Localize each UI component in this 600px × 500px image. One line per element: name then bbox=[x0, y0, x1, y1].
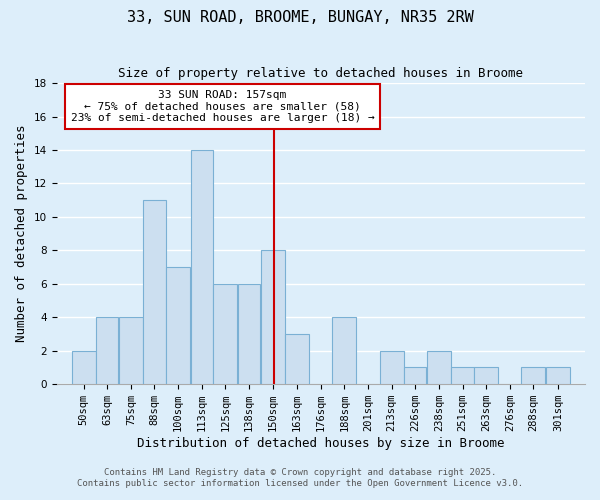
Text: Contains HM Land Registry data © Crown copyright and database right 2025.
Contai: Contains HM Land Registry data © Crown c… bbox=[77, 468, 523, 487]
Bar bbox=[332, 318, 356, 384]
Text: 33, SUN ROAD, BROOME, BUNGAY, NR35 2RW: 33, SUN ROAD, BROOME, BUNGAY, NR35 2RW bbox=[127, 10, 473, 25]
Bar bbox=[474, 368, 498, 384]
X-axis label: Distribution of detached houses by size in Broome: Distribution of detached houses by size … bbox=[137, 437, 505, 450]
Title: Size of property relative to detached houses in Broome: Size of property relative to detached ho… bbox=[118, 68, 523, 80]
Y-axis label: Number of detached properties: Number of detached properties bbox=[15, 125, 28, 342]
Bar bbox=[238, 284, 260, 384]
Bar bbox=[71, 351, 95, 384]
Bar bbox=[546, 368, 570, 384]
Bar bbox=[285, 334, 309, 384]
Bar bbox=[380, 351, 404, 384]
Bar bbox=[404, 368, 427, 384]
Bar bbox=[427, 351, 451, 384]
Bar bbox=[260, 250, 284, 384]
Text: 33 SUN ROAD: 157sqm
← 75% of detached houses are smaller (58)
23% of semi-detach: 33 SUN ROAD: 157sqm ← 75% of detached ho… bbox=[71, 90, 374, 123]
Bar bbox=[96, 318, 118, 384]
Bar bbox=[119, 318, 143, 384]
Bar bbox=[521, 368, 545, 384]
Bar bbox=[451, 368, 473, 384]
Bar bbox=[191, 150, 213, 384]
Bar bbox=[213, 284, 238, 384]
Bar bbox=[166, 267, 190, 384]
Bar bbox=[143, 200, 166, 384]
